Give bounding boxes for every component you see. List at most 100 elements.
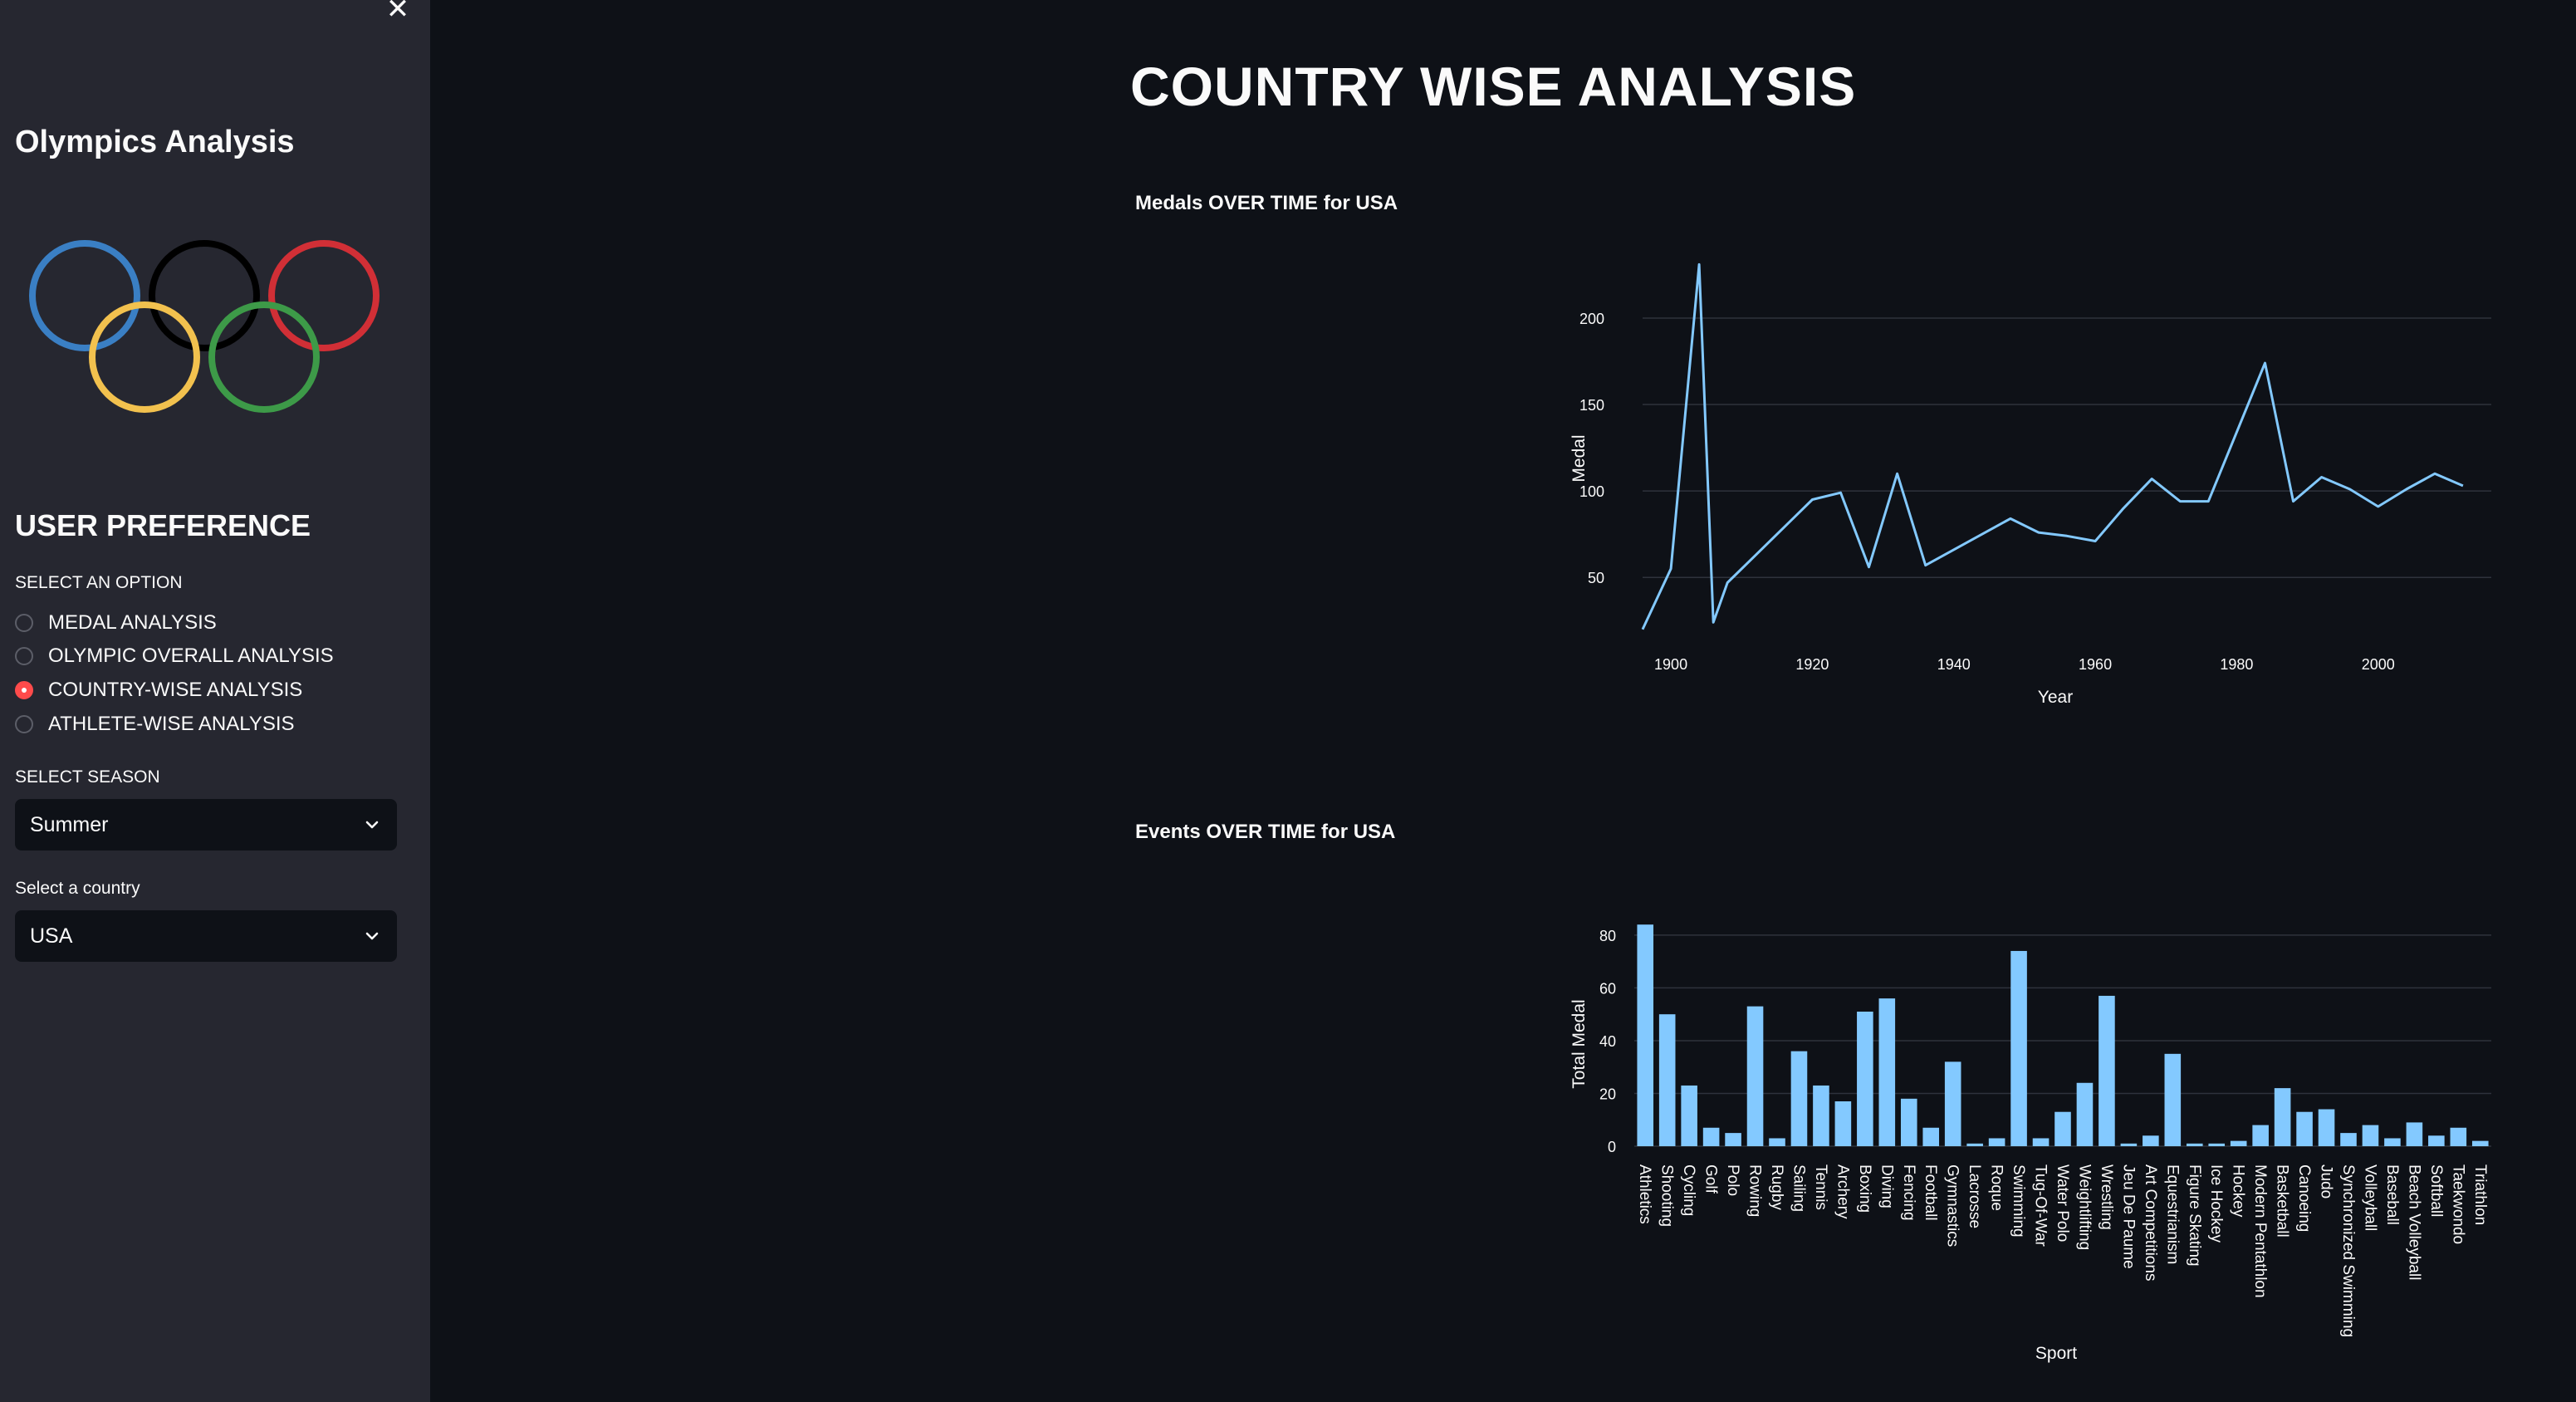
medals-series-line: [1641, 262, 2464, 630]
radio-button[interactable]: [15, 647, 33, 665]
line-point[interactable]: [1838, 490, 1843, 495]
bar[interactable]: [2384, 1138, 2401, 1146]
bar[interactable]: [1813, 1085, 1829, 1146]
radio-button[interactable]: [15, 614, 33, 632]
radio-athlete-wise-analysis[interactable]: ATHLETE-WISE ANALYSIS: [15, 710, 295, 738]
medals-chart-title: Medals OVER TIME for USA: [1135, 192, 1398, 214]
x-tick-label: Taekwondo: [2449, 1164, 2466, 1244]
bar[interactable]: [1637, 924, 1654, 1146]
bar[interactable]: [1944, 1061, 1961, 1146]
bar[interactable]: [1658, 1014, 1676, 1146]
blue-ring: [29, 240, 140, 351]
line-point[interactable]: [2121, 506, 2126, 511]
bar[interactable]: [2252, 1125, 2269, 1146]
bar[interactable]: [1857, 1012, 1873, 1146]
line-point[interactable]: [2461, 483, 2466, 488]
bar[interactable]: [2318, 1109, 2335, 1146]
x-tick-label: 1980: [2220, 656, 2253, 673]
radio-country-wise-analysis[interactable]: COUNTRY-WISE ANALYSIS: [15, 676, 302, 704]
bar[interactable]: [2010, 950, 2027, 1146]
bar[interactable]: [1790, 1051, 1808, 1146]
x-tick-label: Figure Skating: [2186, 1164, 2203, 1267]
yellow-ring: [89, 301, 200, 413]
bar[interactable]: [1681, 1085, 1697, 1146]
line-point[interactable]: [1753, 552, 1758, 557]
bar[interactable]: [1746, 1006, 1764, 1146]
line-point[interactable]: [2036, 530, 2041, 535]
line-point[interactable]: [1725, 580, 1730, 585]
bar[interactable]: [1834, 1101, 1852, 1146]
bar[interactable]: [2032, 1138, 2050, 1146]
bar[interactable]: [1900, 1098, 1917, 1146]
line-point[interactable]: [2064, 533, 2069, 538]
events-over-time-chart[interactable]: 0 20 40 60 80 Athletics Shooting Cycling Golf Pol…: [1119, 889, 2515, 1379]
line-point[interactable]: [1668, 566, 1673, 571]
bar[interactable]: [2164, 1053, 2182, 1146]
line-point[interactable]: [1711, 620, 1716, 625]
bar[interactable]: [2296, 1111, 2313, 1146]
line-point[interactable]: [2262, 360, 2267, 365]
radio-olympic-overall-analysis[interactable]: OLYMPIC OVERALL ANALYSIS: [15, 642, 334, 670]
line-point[interactable]: [2177, 499, 2182, 504]
line-point[interactable]: [2404, 487, 2409, 492]
y-tick-label: 80: [1599, 928, 1616, 944]
bar[interactable]: [1988, 1138, 2005, 1146]
bar[interactable]: [2208, 1143, 2226, 1146]
bar[interactable]: [2143, 1135, 2159, 1146]
medals-over-time-chart[interactable]: 50 100 150 200 1900 1920 1940 1960 1980 2000 Year M…: [1119, 241, 2515, 723]
bar[interactable]: [2230, 1140, 2247, 1146]
line-point[interactable]: [1867, 565, 1872, 570]
line-point[interactable]: [2376, 504, 2381, 509]
bar[interactable]: [2471, 1140, 2489, 1146]
radio-button[interactable]: [15, 715, 33, 733]
x-tick-label: Fencing: [1900, 1164, 1917, 1221]
bar[interactable]: [1922, 1127, 1940, 1146]
line-point[interactable]: [1923, 563, 1928, 568]
country-select[interactable]: USA: [15, 910, 397, 962]
x-tick-label: Lacrosse: [1966, 1164, 1983, 1228]
bar[interactable]: [1878, 998, 1896, 1146]
bar[interactable]: [2406, 1122, 2423, 1146]
bar[interactable]: [2099, 995, 2115, 1146]
main-content: COUNTRY WISE ANALYSIS Medals OVER TIME f…: [430, 0, 2576, 1402]
line-point[interactable]: [1895, 471, 1900, 476]
olympic-rings-logo: [29, 240, 380, 413]
line-point[interactable]: [2093, 539, 2098, 544]
line-point[interactable]: [2348, 487, 2353, 492]
line-point[interactable]: [2008, 516, 2013, 521]
season-select[interactable]: Summer: [15, 799, 397, 851]
bar[interactable]: [2186, 1143, 2203, 1146]
line-point[interactable]: [1697, 262, 1702, 267]
bar[interactable]: [2120, 1143, 2138, 1146]
line-point[interactable]: [2291, 499, 2296, 504]
bar[interactable]: [1702, 1127, 1720, 1146]
radio-button-selected[interactable]: [15, 681, 33, 699]
bar[interactable]: [2428, 1135, 2445, 1146]
y-tick-label: 20: [1599, 1086, 1616, 1102]
bar[interactable]: [2362, 1125, 2379, 1146]
bar[interactable]: [2076, 1082, 2094, 1146]
line-point[interactable]: [2319, 474, 2324, 479]
red-ring: [268, 240, 380, 351]
x-tick-label: Sailing: [1790, 1164, 1807, 1212]
bar[interactable]: [2274, 1088, 2291, 1146]
bar[interactable]: [2054, 1111, 2071, 1146]
x-tick-label: Diving: [1878, 1164, 1895, 1208]
line-point[interactable]: [1640, 627, 1645, 632]
x-tick-label: Swimming: [2010, 1164, 2027, 1238]
close-icon: ✕: [385, 0, 410, 25]
line-point[interactable]: [1810, 498, 1814, 502]
radio-medal-analysis[interactable]: MEDAL ANALYSIS: [15, 609, 217, 637]
close-sidebar-button[interactable]: ✕: [384, 0, 412, 23]
x-tick-label: Jeu De Paume: [2119, 1164, 2137, 1269]
bar[interactable]: [2340, 1133, 2357, 1146]
bar[interactable]: [2450, 1127, 2467, 1146]
line-point[interactable]: [2206, 499, 2211, 504]
bar[interactable]: [1966, 1143, 1983, 1146]
x-tick-label: Equestrianism: [2163, 1164, 2181, 1264]
bar[interactable]: [1769, 1138, 1785, 1146]
line-point[interactable]: [2432, 471, 2437, 476]
chevron-down-icon: [365, 932, 379, 940]
line-point[interactable]: [2149, 477, 2154, 482]
bar[interactable]: [1725, 1133, 1741, 1146]
